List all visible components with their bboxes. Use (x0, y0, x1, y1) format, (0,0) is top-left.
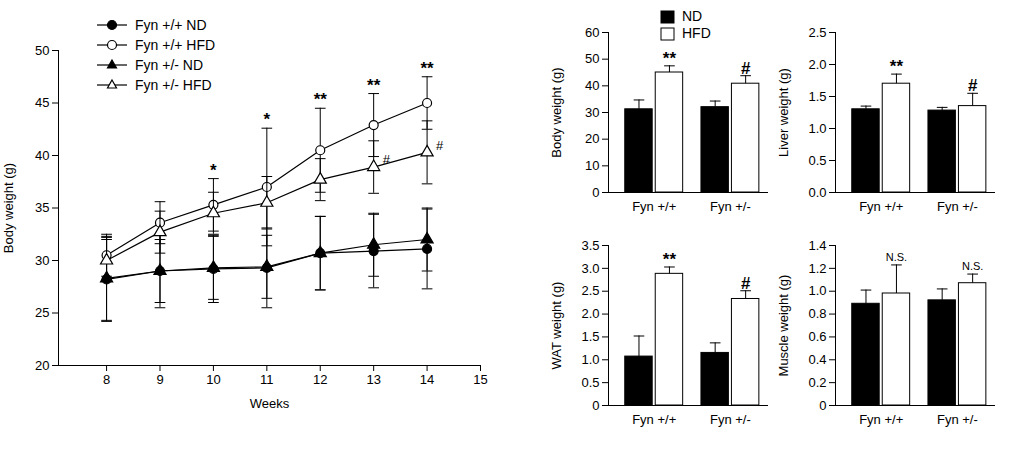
svg-text:8: 8 (103, 372, 110, 387)
svg-text:11: 11 (260, 372, 274, 387)
svg-text:3.0: 3.0 (581, 261, 599, 276)
svg-text:Fyn +/-: Fyn +/- (710, 412, 751, 427)
svg-text:#: # (741, 274, 751, 293)
svg-text:WAT weight (g): WAT weight (g) (549, 282, 564, 370)
svg-text:10: 10 (585, 158, 599, 173)
svg-text:**: ** (663, 250, 677, 269)
html-text:Fyn +/- HFD: Fyn +/- HFD (135, 77, 212, 93)
svg-text:Fyn +/+: Fyn +/+ (859, 412, 903, 427)
svg-text:0.6: 0.6 (808, 329, 826, 344)
svg-text:N.S.: N.S. (886, 251, 907, 263)
html-text:Fyn +/+ HFD: Fyn +/+ HFD (135, 37, 216, 53)
svg-text:Fyn +/-: Fyn +/- (937, 199, 978, 214)
svg-text:Fyn +/-: Fyn +/- (937, 412, 978, 427)
svg-text:1.4: 1.4 (808, 238, 826, 253)
svg-text:20: 20 (35, 358, 49, 373)
svg-text:0.2: 0.2 (808, 375, 826, 390)
html-text:ND: ND (682, 8, 703, 24)
svg-text:0.0: 0.0 (808, 185, 826, 200)
svg-text:1.5: 1.5 (808, 89, 826, 104)
svg-text:50: 50 (585, 51, 599, 66)
svg-text:Weeks: Weeks (250, 396, 290, 411)
svg-text:45: 45 (35, 95, 49, 110)
svg-text:**: ** (663, 49, 677, 68)
svg-text:#: # (436, 138, 444, 153)
svg-text:#: # (383, 152, 391, 167)
svg-text:Fyn +/+: Fyn +/+ (632, 412, 676, 427)
svg-text:60: 60 (585, 25, 599, 40)
html-text:HFD: HFD (682, 25, 711, 41)
svg-text:2.5: 2.5 (581, 283, 599, 298)
svg-text:20: 20 (585, 131, 599, 146)
svg-text:Fyn +/+: Fyn +/+ (859, 199, 903, 214)
svg-text:13: 13 (366, 372, 380, 387)
svg-text:Fyn +/+: Fyn +/+ (632, 199, 676, 214)
svg-text:35: 35 (35, 200, 49, 215)
svg-text:1.0: 1.0 (808, 283, 826, 298)
html-text:Fyn +/- ND: Fyn +/- ND (135, 57, 204, 73)
svg-text:30: 30 (35, 253, 49, 268)
svg-text:12: 12 (313, 372, 327, 387)
svg-text:Muscle weight (g): Muscle weight (g) (776, 275, 791, 377)
svg-text:1.0: 1.0 (808, 121, 826, 136)
svg-text:#: # (741, 59, 751, 78)
svg-text:Fyn +/-: Fyn +/- (710, 199, 751, 214)
svg-text:**: ** (314, 90, 328, 109)
svg-text:Body weight (g): Body weight (g) (1, 163, 16, 253)
svg-text:**: ** (890, 57, 904, 76)
svg-text:0.8: 0.8 (808, 306, 826, 321)
svg-text:1.5: 1.5 (581, 329, 599, 344)
svg-text:1.2: 1.2 (808, 261, 826, 276)
svg-text:0.5: 0.5 (581, 375, 599, 390)
html-text:Fyn +/+ ND: Fyn +/+ ND (135, 17, 207, 33)
svg-text:2.0: 2.0 (581, 306, 599, 321)
svg-text:40: 40 (35, 148, 49, 163)
svg-text:0.5: 0.5 (808, 153, 826, 168)
svg-text:9: 9 (156, 372, 163, 387)
svg-text:2.0: 2.0 (808, 57, 826, 72)
svg-text:*: * (210, 161, 217, 180)
svg-text:N.S.: N.S. (962, 260, 983, 272)
svg-text:*: * (264, 110, 271, 129)
svg-text:40: 40 (585, 78, 599, 93)
svg-text:50: 50 (35, 43, 49, 58)
svg-text:3.5: 3.5 (581, 238, 599, 253)
svg-text:2.5: 2.5 (808, 25, 826, 40)
svg-text:30: 30 (585, 105, 599, 120)
svg-text:**: ** (420, 59, 434, 78)
svg-text:0: 0 (819, 398, 826, 413)
svg-text:10: 10 (206, 372, 220, 387)
svg-text:15: 15 (473, 372, 487, 387)
svg-text:**: ** (367, 76, 381, 95)
svg-text:0: 0 (592, 185, 599, 200)
svg-text:#: # (968, 76, 978, 95)
svg-text:Liver weight (g): Liver weight (g) (776, 68, 791, 157)
svg-text:0: 0 (592, 398, 599, 413)
svg-text:14: 14 (420, 372, 434, 387)
svg-text:Body weight (g): Body weight (g) (549, 67, 564, 157)
svg-text:1.0: 1.0 (581, 352, 599, 367)
svg-text:25: 25 (35, 305, 49, 320)
svg-text:0.4: 0.4 (808, 352, 826, 367)
